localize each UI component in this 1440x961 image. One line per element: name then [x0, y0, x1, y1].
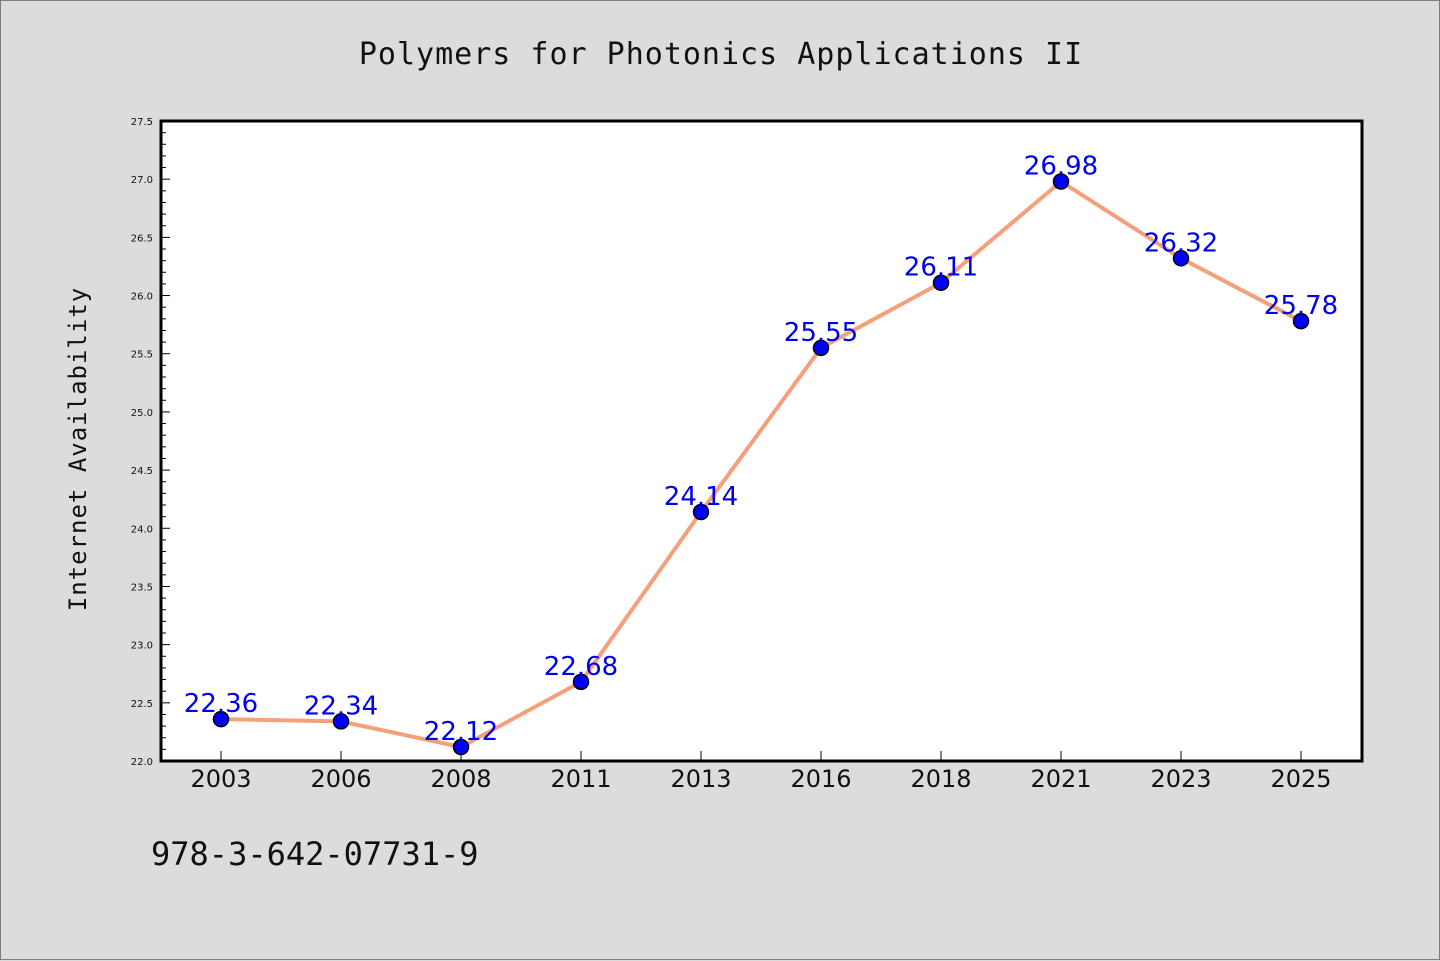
- y-tick-label: 24.0: [131, 524, 153, 535]
- x-tick-label: 2018: [910, 765, 971, 793]
- data-point-marker: [1052, 173, 1070, 190]
- x-axis-ticks: 2003 2006 2008 2011 2013 2016 2018 2021 2023 2025: [190, 751, 1332, 793]
- y-tick-label: 26.0: [131, 292, 153, 303]
- data-point-marker: [572, 673, 590, 691]
- data-point-marker: [332, 713, 350, 730]
- data-markers: [212, 173, 1310, 756]
- data-point-marker: [1292, 312, 1310, 330]
- x-tick-label: 2003: [190, 765, 251, 793]
- y-tick-label: 25.0: [131, 408, 153, 419]
- plot-area: [161, 121, 1362, 761]
- chart-title: Polymers for Photonics Applications II: [359, 37, 1083, 72]
- data-label: 22.36: [184, 689, 258, 719]
- data-label: 22.34: [304, 691, 378, 721]
- data-point-marker: [452, 738, 470, 756]
- y-tick-label: 23.0: [131, 641, 153, 652]
- data-label: 26.11: [904, 253, 978, 283]
- data-point-marker: [932, 274, 950, 291]
- x-tick-label: 2011: [550, 765, 611, 793]
- y-tick-label: 22.5: [131, 699, 153, 710]
- x-tick-label: 2008: [430, 765, 491, 793]
- data-label: 26.32: [1144, 228, 1218, 258]
- x-tick-label: 2025: [1270, 765, 1331, 793]
- data-point-marker: [212, 710, 230, 728]
- y-tick-label: 26.5: [131, 233, 153, 244]
- x-tick-label: 2013: [670, 765, 731, 793]
- data-label: 22.68: [544, 652, 618, 682]
- data-label: 25.55: [784, 318, 858, 348]
- data-label: 25.78: [1264, 291, 1338, 321]
- y-tick-label: 22.0: [131, 757, 153, 768]
- data-label: 22.12: [424, 717, 498, 747]
- y-axis-label: Internet Availability: [64, 287, 92, 611]
- data-point-marker: [1172, 250, 1190, 267]
- data-label: 26.98: [1024, 152, 1098, 182]
- y-tick-label: 27.0: [131, 175, 153, 186]
- y-tick-label: 27.5: [131, 117, 153, 128]
- y-tick-label: 25.5: [131, 350, 153, 361]
- plot-border: [159, 119, 1364, 763]
- x-tick-label: 2006: [310, 765, 371, 793]
- x-tick-label: 2021: [1030, 765, 1091, 793]
- data-point-marker: [812, 339, 830, 357]
- data-labels: 22.36 22.34 22.12 22.68 24.14 25.55 26.11 26.98…: [184, 152, 1338, 748]
- series-line: [219, 179, 1303, 750]
- y-tick-label: 24.5: [131, 466, 153, 477]
- x-tick-label: 2023: [1150, 765, 1211, 793]
- y-tick-label: 23.5: [131, 582, 153, 593]
- footer-isbn: 978-3-642-07731-9: [151, 835, 479, 873]
- data-label: 24.14: [664, 482, 738, 512]
- series-line-group: [219, 179, 1303, 750]
- data-point-marker: [692, 503, 710, 521]
- x-tick-label: 2016: [790, 765, 851, 793]
- y-axis-ticks: 22.0 22.5 23.0 23.5 24.0 24.5 25.0 25.5 26.0 26.5…: [131, 117, 170, 768]
